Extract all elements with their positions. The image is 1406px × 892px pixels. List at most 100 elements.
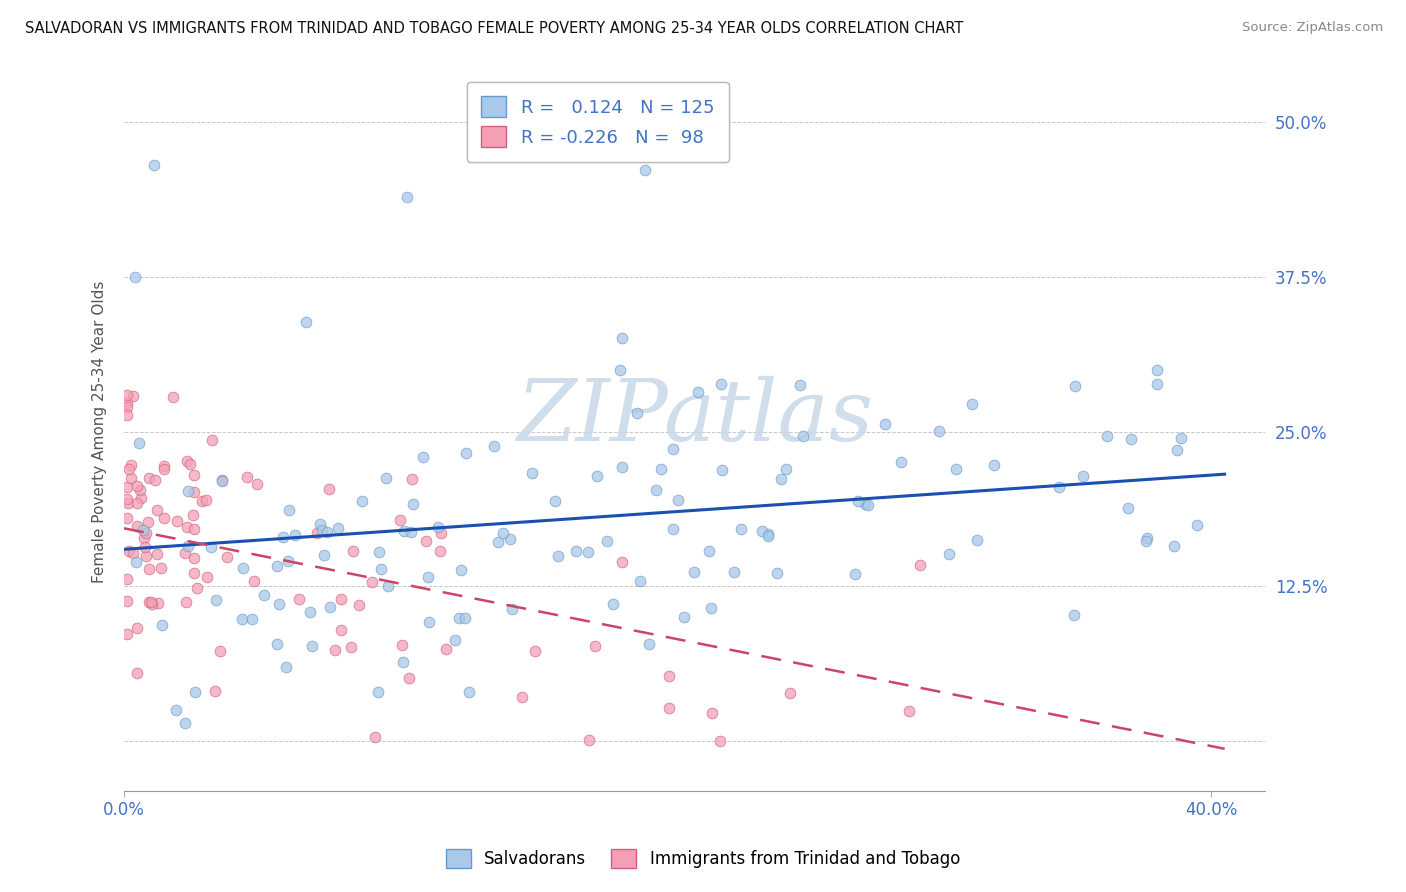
- Point: [146, 502, 169, 516]
- Point: [162, 390, 184, 404]
- Point: [118, 462, 141, 476]
- Point: [430, 525, 453, 540]
- Point: [544, 494, 567, 508]
- Point: [319, 599, 342, 614]
- Point: [765, 566, 787, 581]
- Point: [697, 544, 720, 558]
- Point: [945, 462, 967, 476]
- Point: [201, 434, 224, 448]
- Point: [134, 541, 156, 555]
- Point: [523, 644, 546, 658]
- Point: [709, 734, 731, 748]
- Point: [364, 730, 387, 744]
- Point: [873, 417, 896, 432]
- Point: [398, 671, 420, 685]
- Point: [596, 533, 619, 548]
- Point: [609, 363, 631, 377]
- Point: [330, 592, 353, 607]
- Point: [908, 558, 931, 572]
- Point: [138, 594, 160, 608]
- Point: [153, 462, 176, 476]
- Point: [586, 468, 609, 483]
- Point: [266, 558, 288, 573]
- Point: [211, 474, 233, 488]
- Text: SALVADORAN VS IMMIGRANTS FROM TRINIDAD AND TOBAGO FEMALE POVERTY AMONG 25-34 YEA: SALVADORAN VS IMMIGRANTS FROM TRINIDAD A…: [25, 21, 963, 36]
- Point: [1187, 517, 1209, 532]
- Point: [143, 473, 166, 487]
- Point: [122, 546, 145, 560]
- Point: [429, 544, 451, 558]
- Point: [129, 483, 152, 498]
- Point: [645, 483, 668, 498]
- Point: [377, 579, 399, 593]
- Point: [176, 539, 198, 553]
- Point: [115, 409, 138, 423]
- Point: [610, 555, 633, 569]
- Point: [208, 643, 231, 657]
- Point: [184, 684, 207, 698]
- Point: [242, 574, 264, 589]
- Point: [662, 442, 685, 456]
- Point: [284, 528, 307, 542]
- Point: [1047, 480, 1070, 494]
- Point: [340, 640, 363, 655]
- Point: [117, 496, 139, 510]
- Point: [1135, 534, 1157, 549]
- Y-axis label: Female Poverty Among 25-34 Year Olds: Female Poverty Among 25-34 Year Olds: [93, 281, 107, 583]
- Point: [453, 611, 475, 625]
- Point: [770, 472, 793, 486]
- Point: [301, 640, 323, 654]
- Point: [141, 597, 163, 611]
- Point: [444, 632, 467, 647]
- Point: [252, 588, 274, 602]
- Point: [454, 446, 477, 460]
- Point: [792, 429, 814, 443]
- Point: [312, 548, 335, 562]
- Point: [179, 457, 201, 471]
- Point: [1170, 431, 1192, 445]
- Point: [628, 574, 651, 588]
- Point: [844, 566, 866, 581]
- Point: [176, 520, 198, 534]
- Point: [458, 684, 481, 698]
- Point: [232, 561, 254, 575]
- Point: [138, 562, 160, 576]
- Point: [115, 479, 138, 493]
- Point: [181, 508, 204, 522]
- Point: [183, 566, 205, 580]
- Point: [150, 561, 173, 575]
- Point: [115, 396, 138, 410]
- Point: [402, 497, 425, 511]
- Point: [401, 472, 423, 486]
- Point: [143, 158, 166, 172]
- Point: [139, 595, 162, 609]
- Point: [191, 494, 214, 508]
- Point: [510, 690, 533, 704]
- Point: [583, 639, 606, 653]
- Point: [856, 498, 879, 512]
- Point: [307, 526, 329, 541]
- Point: [125, 555, 148, 569]
- Point: [120, 471, 142, 485]
- Point: [240, 612, 263, 626]
- Point: [347, 598, 370, 612]
- Point: [271, 530, 294, 544]
- Point: [132, 523, 155, 537]
- Point: [122, 389, 145, 403]
- Point: [129, 491, 152, 506]
- Point: [115, 388, 138, 402]
- Point: [246, 476, 269, 491]
- Point: [323, 643, 346, 657]
- Point: [751, 524, 773, 539]
- Point: [602, 597, 624, 611]
- Point: [231, 612, 253, 626]
- Point: [1095, 429, 1118, 443]
- Text: Source: ZipAtlas.com: Source: ZipAtlas.com: [1243, 21, 1384, 34]
- Point: [928, 424, 950, 438]
- Text: ZIPatlas: ZIPatlas: [516, 376, 873, 458]
- Point: [128, 436, 150, 450]
- Point: [789, 378, 811, 392]
- Point: [127, 665, 149, 680]
- Point: [115, 491, 138, 506]
- Point: [658, 700, 681, 714]
